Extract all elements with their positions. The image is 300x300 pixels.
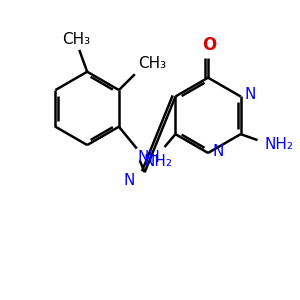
Text: NH: NH [138,149,161,164]
Text: NH₂: NH₂ [264,136,293,152]
Text: O: O [202,36,216,54]
Text: CH₃: CH₃ [138,56,166,71]
Text: N: N [212,145,224,160]
Text: CH₃: CH₃ [62,32,90,47]
Text: N: N [123,173,135,188]
Text: N: N [244,87,256,102]
Text: NH₂: NH₂ [143,154,172,169]
